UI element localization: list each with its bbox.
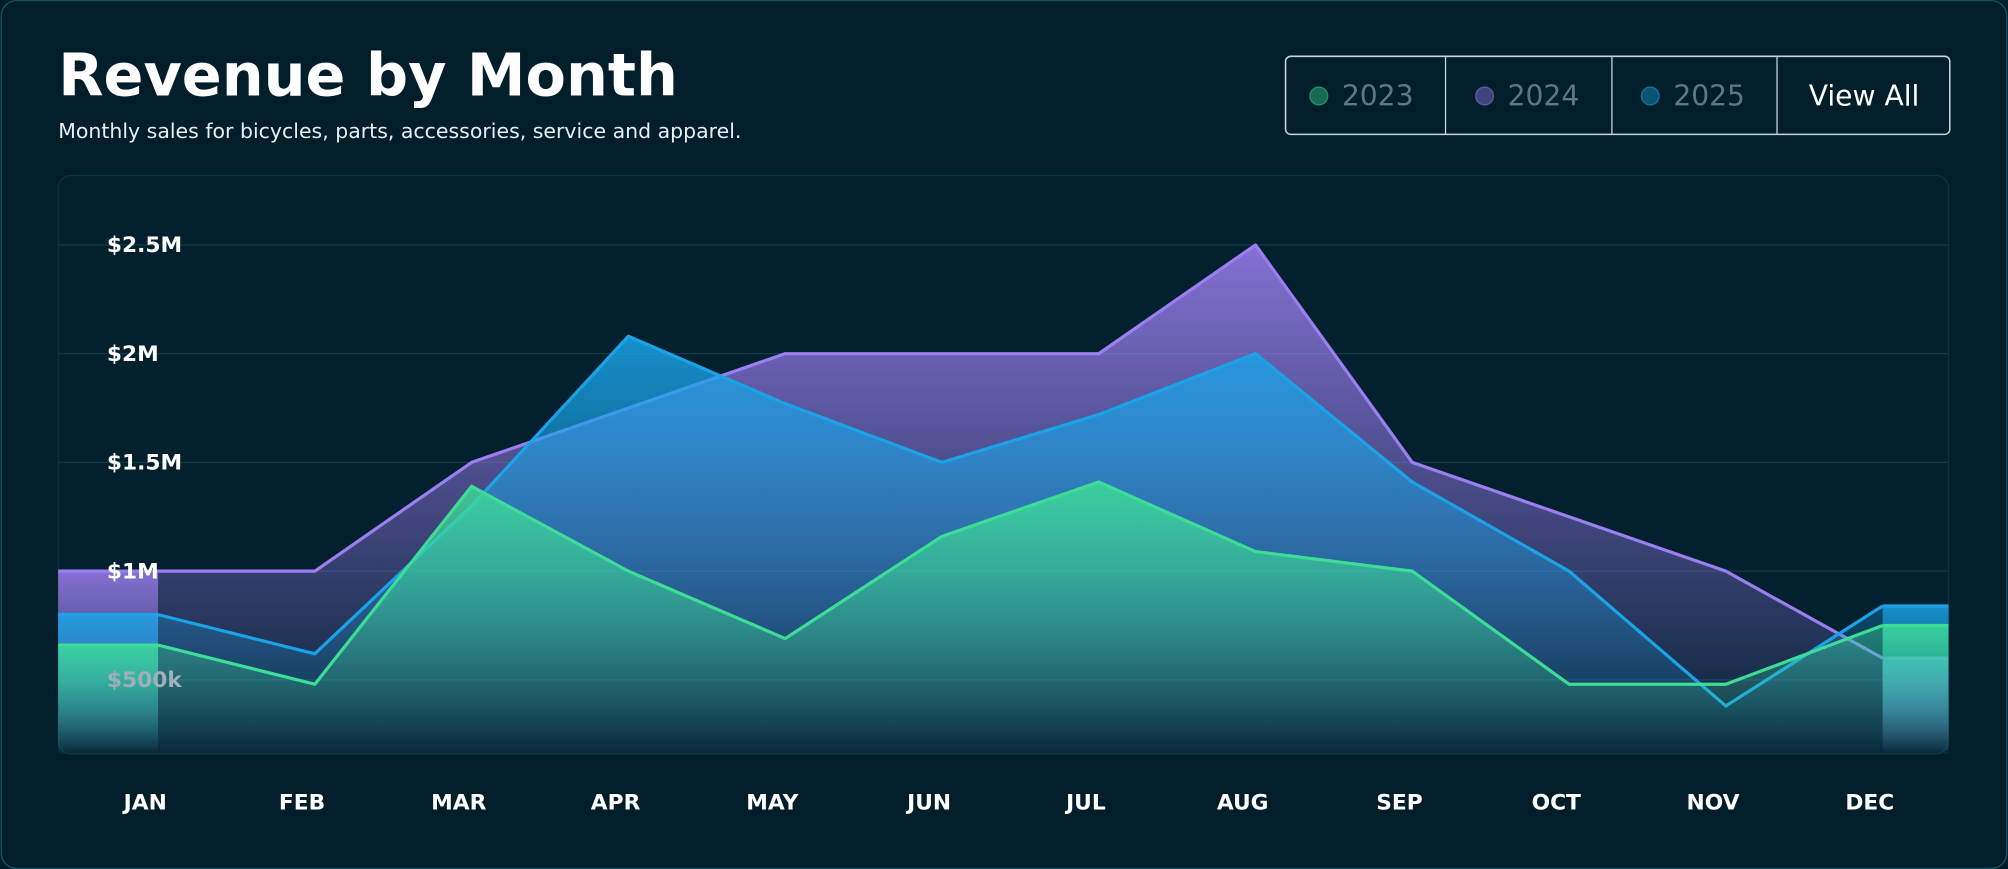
x-tick-label: DEC bbox=[1845, 791, 1894, 816]
plot bbox=[58, 243, 1949, 754]
area-edge bbox=[58, 645, 159, 754]
line bbox=[157, 480, 1884, 686]
x-tick-label: JUN bbox=[905, 791, 951, 816]
legend-swatch[interactable] bbox=[1474, 86, 1495, 106]
x-tick-label: SEP bbox=[1376, 791, 1423, 816]
legend-item[interactable]: 2024 bbox=[1508, 79, 1580, 112]
chart-subtitle: Monthly sales for bicycles, parts, acces… bbox=[58, 119, 741, 143]
x-tick-label: MAY bbox=[746, 791, 798, 816]
x-tick-label: OCT bbox=[1532, 791, 1581, 816]
legend-item[interactable]: 2025 bbox=[1673, 79, 1745, 112]
legend-frame bbox=[1284, 55, 1951, 136]
y-tick-label: $1M bbox=[107, 559, 159, 584]
y-tick-label: $2.5M bbox=[107, 233, 182, 258]
x-tick-label: AUG bbox=[1217, 791, 1269, 816]
y-tick-label: $2M bbox=[107, 342, 159, 367]
line bbox=[158, 243, 1884, 660]
legend-swatch[interactable] bbox=[1640, 86, 1660, 106]
x-tick-label: FEB bbox=[279, 791, 325, 816]
area-edge bbox=[1882, 625, 1949, 754]
x-tick-label: JAN bbox=[122, 791, 167, 816]
y-tick-label: $1.5M bbox=[107, 451, 182, 476]
x-tick-label: MAR bbox=[431, 791, 486, 816]
x-tick-label: APR bbox=[591, 791, 641, 816]
legend-item[interactable]: 2023 bbox=[1342, 79, 1414, 112]
chart-title: Revenue by Month bbox=[58, 40, 678, 109]
x-tick-label: JUL bbox=[1064, 791, 1106, 816]
x-tick-label: NOV bbox=[1687, 791, 1740, 816]
legend-swatch[interactable] bbox=[1309, 86, 1329, 106]
view-all-button[interactable]: View All bbox=[1809, 79, 1920, 112]
y-tick-label: $500k bbox=[107, 668, 183, 693]
